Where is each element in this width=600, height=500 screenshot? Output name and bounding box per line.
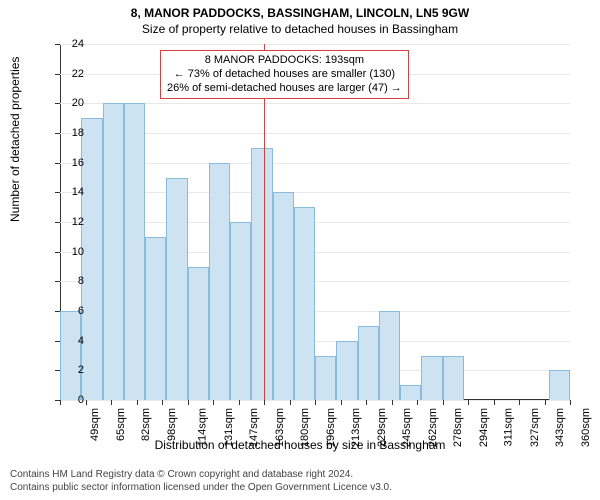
footer-attribution: Contains HM Land Registry data © Crown c… [10,469,392,494]
histogram-bar [188,267,209,401]
x-tick [519,400,520,405]
histogram-bar [421,356,442,401]
y-tick-label: 24 [72,38,84,50]
x-tick [494,400,495,405]
histogram-bar [379,311,400,400]
histogram-bar [315,356,336,401]
y-tick-label: 12 [72,216,84,228]
y-tick-label: 14 [72,186,84,198]
y-tick-label: 8 [78,275,84,287]
histogram-bar [166,178,187,401]
gridline [60,44,570,45]
y-tick [55,133,60,134]
histogram-bar [145,237,166,400]
x-tick-label: 98sqm [166,408,178,441]
y-tick-label: 20 [72,97,84,109]
histogram-bar [273,192,294,400]
x-tick-label: 278sqm [452,408,464,447]
x-tick-label: 360sqm [580,408,592,447]
x-tick [60,400,61,405]
footer-line-1: Contains HM Land Registry data © Crown c… [10,469,392,482]
x-tick-label: 147sqm [248,408,260,447]
y-tick-label: 4 [78,335,84,347]
footer-line-2: Contains public sector information licen… [10,482,392,495]
y-tick [55,44,60,45]
x-tick-label: 343sqm [554,408,566,447]
x-tick [392,400,393,405]
x-tick [417,400,418,405]
x-tick [545,400,546,405]
x-tick [137,400,138,405]
histogram-bar [400,385,421,400]
plot-area: 8 MANOR PADDOCKS: 193sqm← 73% of detache… [60,44,570,400]
y-tick-label: 6 [78,305,84,317]
histogram-bar [294,207,315,400]
x-tick-label: 229sqm [376,408,388,447]
x-tick [468,400,469,405]
y-tick-label: 16 [72,157,84,169]
histogram-bar [124,103,145,400]
histogram-bar [336,341,357,400]
y-tick [55,103,60,104]
x-tick-label: 65sqm [115,408,127,441]
x-tick [213,400,214,405]
x-tick-label: 327sqm [529,408,541,447]
y-tick [55,281,60,282]
y-tick [55,74,60,75]
reference-callout: 8 MANOR PADDOCKS: 193sqm← 73% of detache… [160,50,409,99]
callout-line-1: 8 MANOR PADDOCKS: 193sqm [167,54,402,68]
callout-line-2: ← 73% of detached houses are smaller (13… [167,68,402,82]
y-tick-label: 22 [72,68,84,80]
chart-subtitle: Size of property relative to detached ho… [0,20,600,40]
histogram-bar [81,118,102,400]
x-tick [443,400,444,405]
histogram-bar [358,326,379,400]
y-tick-label: 2 [78,364,84,376]
y-tick [55,192,60,193]
y-tick-label: 0 [78,394,84,406]
y-tick [55,222,60,223]
x-tick [86,400,87,405]
x-tick [188,400,189,405]
histogram-bar [103,103,124,400]
x-tick-label: 114sqm [196,408,208,446]
x-tick-label: 245sqm [401,408,413,447]
histogram-bar [209,163,230,400]
x-tick-label: 311sqm [502,408,514,446]
x-tick-label: 131sqm [223,408,235,447]
y-tick [55,163,60,164]
chart-title: 8, MANOR PADDOCKS, BASSINGHAM, LINCOLN, … [0,0,600,20]
histogram-bar [60,311,81,400]
x-tick-label: 196sqm [325,408,337,447]
x-tick [239,400,240,405]
x-tick-label: 180sqm [299,408,311,447]
x-tick [315,400,316,405]
histogram-bar [549,370,570,400]
x-tick-label: 82sqm [140,408,152,441]
y-tick-label: 18 [72,127,84,139]
x-tick-label: 294sqm [478,408,490,447]
x-tick [111,400,112,405]
histogram-bar [230,222,251,400]
histogram-bar [443,356,464,401]
x-tick [366,400,367,405]
chart-container: 8, MANOR PADDOCKS, BASSINGHAM, LINCOLN, … [0,0,600,500]
x-tick-label: 262sqm [427,408,439,447]
callout-line-3: 26% of semi-detached houses are larger (… [167,82,402,96]
x-tick [341,400,342,405]
y-axis-label: Number of detached properties [8,57,22,222]
histogram-bar [251,148,272,400]
x-tick [290,400,291,405]
x-tick-label: 49sqm [89,408,101,441]
y-tick-label: 10 [72,246,84,258]
x-tick-label: 163sqm [274,408,286,447]
x-tick [264,400,265,405]
x-tick-label: 213sqm [350,408,362,447]
x-tick [570,400,571,405]
x-tick [162,400,163,405]
y-tick [55,252,60,253]
